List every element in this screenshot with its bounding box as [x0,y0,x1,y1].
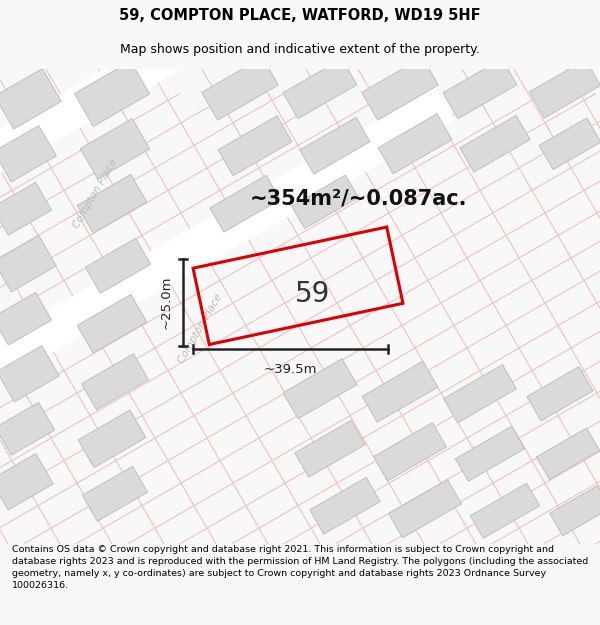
Polygon shape [283,359,357,419]
Polygon shape [527,367,593,421]
Polygon shape [74,61,149,126]
Polygon shape [218,116,292,176]
Polygon shape [460,116,530,172]
Polygon shape [378,114,452,174]
Polygon shape [539,118,600,169]
Polygon shape [470,483,539,538]
Polygon shape [550,486,600,536]
Polygon shape [0,69,61,129]
Polygon shape [529,59,600,118]
Polygon shape [82,354,148,410]
Text: Map shows position and indicative extent of the property.: Map shows position and indicative extent… [120,43,480,56]
Text: Compton Place: Compton Place [71,158,119,230]
Polygon shape [362,58,439,120]
Text: 59, COMPTON PLACE, WATFORD, WD19 5HF: 59, COMPTON PLACE, WATFORD, WD19 5HF [119,8,481,22]
Text: ~354m²/~0.087ac.: ~354m²/~0.087ac. [249,189,467,209]
Polygon shape [77,294,147,353]
Polygon shape [283,59,357,119]
Polygon shape [85,238,151,293]
Polygon shape [292,175,358,229]
Text: Compton Place: Compton Place [176,292,224,365]
Polygon shape [0,346,59,402]
Text: ~25.0m: ~25.0m [160,276,173,329]
Polygon shape [80,119,150,179]
Text: ~39.5m: ~39.5m [264,362,317,376]
Polygon shape [300,118,370,174]
Polygon shape [295,421,365,477]
Polygon shape [0,88,454,420]
Polygon shape [0,182,52,235]
Polygon shape [0,236,56,292]
Text: 59: 59 [295,280,331,308]
Polygon shape [536,428,599,479]
Polygon shape [374,422,446,481]
Polygon shape [82,466,148,521]
Polygon shape [202,58,278,120]
Polygon shape [0,402,55,455]
Polygon shape [389,479,461,538]
Polygon shape [0,0,334,280]
Polygon shape [362,361,438,423]
Polygon shape [443,364,517,423]
Polygon shape [310,478,380,534]
Polygon shape [0,454,53,510]
Polygon shape [0,292,52,345]
Text: Contains OS data © Crown copyright and database right 2021. This information is : Contains OS data © Crown copyright and d… [12,545,588,590]
Polygon shape [77,174,147,233]
Polygon shape [78,410,146,468]
Polygon shape [210,176,280,232]
Polygon shape [443,59,517,119]
Polygon shape [455,426,524,481]
Polygon shape [0,126,56,182]
